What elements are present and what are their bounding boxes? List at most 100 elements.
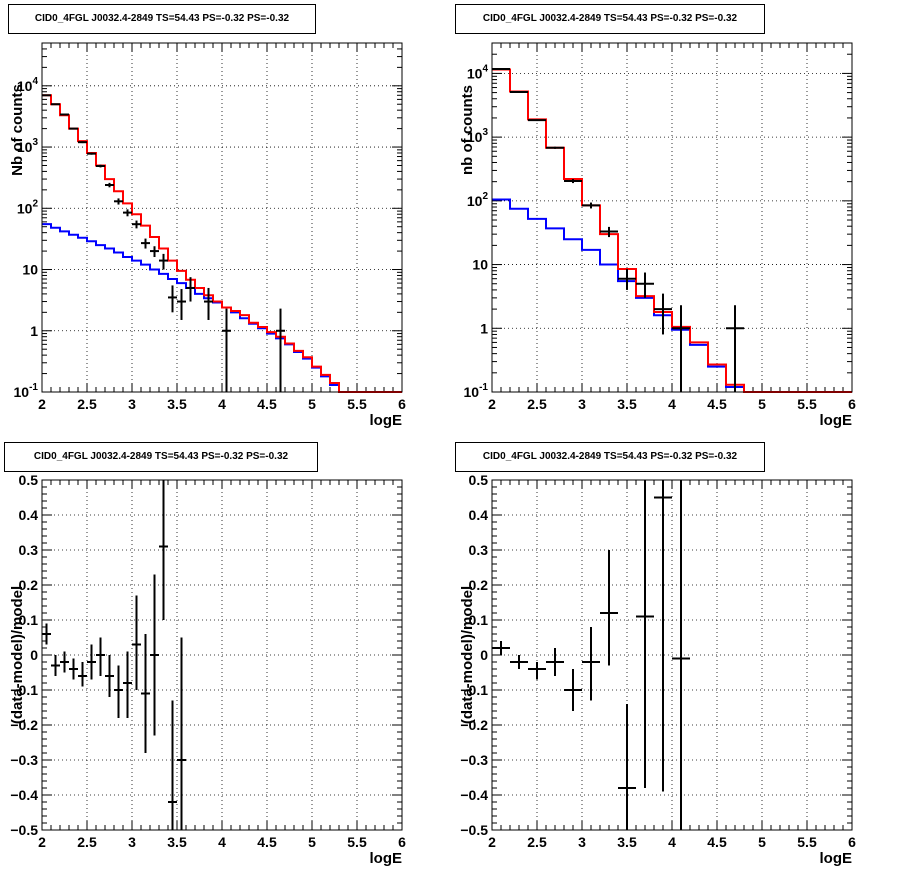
data-points [42,94,285,392]
data-point [123,209,132,217]
x-tick-label: 6 [398,834,406,850]
y-tick-label: −0.5 [460,822,488,838]
y-tick-label: 0 [30,647,38,663]
x-tick-label: 4 [218,396,226,412]
plot-frame [41,479,403,831]
data-point [123,651,132,718]
x-tick-label: 3.5 [167,834,187,850]
data-point [276,308,285,392]
x-tick-label: 3.5 [167,396,187,412]
x-tick-label: 5 [758,396,766,412]
data-point [159,480,168,620]
y-tick-label: 0.3 [19,542,39,558]
x-tick-label: 2.5 [527,396,547,412]
data-point [87,644,96,680]
y-tick-label: 0.1 [469,612,489,628]
x-tick-label: 2 [488,834,496,850]
data-point [618,704,636,830]
y-tick-label: 103 [467,127,489,145]
plot-frame [491,479,853,831]
x-tick-label: 4.5 [707,396,727,412]
y-tick-label: 0.1 [19,612,39,628]
axis-ticks [41,42,403,393]
plot-frame [41,42,403,393]
y-tick-label: −0.5 [10,822,38,838]
x-tick-label: 3 [128,834,136,850]
data-point [600,226,618,238]
data-points [42,480,186,830]
axis-ticks [491,479,853,831]
data-point [726,305,744,392]
x-tick-label: 2 [488,396,496,412]
data-point [69,127,78,130]
title-box-3: CID0_4FGL J0032.4-2849 TS=54.43 PS=-0.32… [4,442,318,472]
data-point [564,179,582,184]
grid [492,480,852,830]
y-tick-label: 1 [30,323,38,339]
y-tick-label: 0.2 [19,577,39,593]
data-point [582,202,600,209]
x-tick-label: 4 [668,834,676,850]
axis-ticks [41,479,403,831]
data-point [60,113,69,116]
x-axis-label: logE [370,412,403,429]
data-point [528,119,546,122]
y-tick-label: −0.3 [460,752,488,768]
data-point [636,272,654,298]
title-box-2: CID0_4FGL J0032.4-2849 TS=54.43 PS=-0.32… [455,4,765,34]
y-tick-label: −0.2 [460,717,488,733]
data-point [159,253,168,270]
x-tick-label: 2.5 [77,834,97,850]
x-tick-label: 6 [848,834,856,850]
data-point [600,550,618,666]
data-point [168,700,177,830]
data-point [114,198,123,205]
data-point [150,574,159,736]
chart-1: 2 2.5 3 3.5 4 4.5 5 5.5 6 10-1 1 10 102 103 104 logE Nb … [9,42,406,429]
y-tick-label: 1 [480,320,488,336]
x-tick-label: 4 [668,396,676,412]
y-tick-label: 103 [17,137,39,155]
x-tick-label: 4.5 [257,396,277,412]
plot-frame [491,42,853,393]
data-point [69,658,78,680]
x-tick-label: 4.5 [707,834,727,850]
title-box-1: CID0_4FGL J0032.4-2849 TS=54.43 PS=-0.32… [8,4,316,34]
y-axis-label: nb of counts [459,85,476,175]
y-tick-label: 102 [467,191,489,209]
data-point [132,595,141,690]
data-point [492,641,510,655]
y-tick-label: 10-1 [464,382,489,400]
data-point [582,627,600,701]
y-axis-label: (data-model)/model [9,586,26,724]
y-tick-label: −0.3 [10,752,38,768]
x-tick-label: 3 [128,396,136,412]
x-tick-label: 3 [578,834,586,850]
data-point [51,655,60,676]
data-point [636,480,654,788]
data-point [87,152,96,155]
grid [492,43,852,392]
x-tick-label: 6 [398,396,406,412]
x-tick-label: 5.5 [347,396,367,412]
y-tick-label: 104 [17,76,39,94]
data-point [177,637,186,830]
x-tick-label: 5.5 [797,834,817,850]
data-point [96,164,105,168]
data-point [510,91,528,94]
data-point [168,285,177,313]
data-point [141,634,150,753]
x-tick-label: 5.5 [347,834,367,850]
data-point [150,246,159,258]
data-point [114,665,123,718]
x-tick-label: 5 [308,834,316,850]
y-tick-label: −0.4 [10,787,38,803]
y-tick-label: 10 [472,257,488,273]
data-point [105,655,114,697]
x-axis-label: logE [820,412,853,429]
y-tick-label: 10 [22,262,38,278]
data-point [492,68,510,71]
data-point [204,287,213,320]
data-point [654,293,672,335]
